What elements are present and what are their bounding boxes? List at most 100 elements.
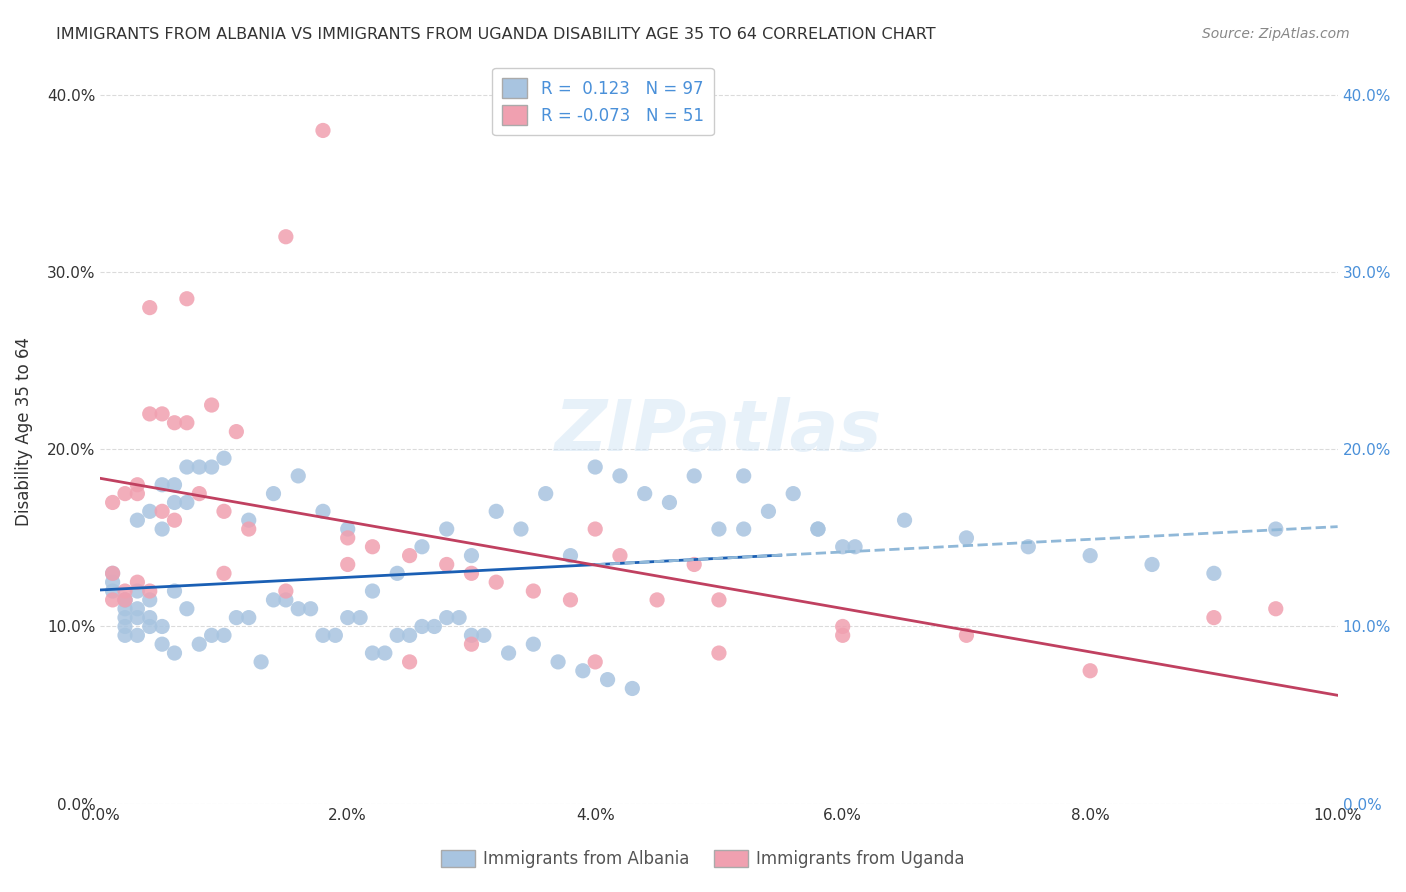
Point bbox=[127, 610, 149, 624]
Point bbox=[114, 486, 136, 500]
Point bbox=[101, 566, 124, 581]
Point bbox=[782, 486, 804, 500]
Point bbox=[609, 549, 631, 563]
Point bbox=[101, 575, 124, 590]
Point bbox=[583, 460, 606, 475]
Point bbox=[583, 522, 606, 536]
Point bbox=[449, 610, 471, 624]
Point bbox=[807, 522, 830, 536]
Point bbox=[225, 425, 247, 439]
Point bbox=[176, 460, 198, 475]
Point bbox=[299, 601, 322, 615]
Point bbox=[127, 575, 149, 590]
Point bbox=[361, 540, 384, 554]
Point bbox=[1140, 558, 1163, 572]
Point bbox=[127, 486, 149, 500]
Point bbox=[114, 584, 136, 599]
Point bbox=[238, 522, 260, 536]
Point bbox=[176, 292, 198, 306]
Point bbox=[1264, 522, 1286, 536]
Point bbox=[139, 610, 162, 624]
Point bbox=[460, 566, 482, 581]
Point bbox=[583, 655, 606, 669]
Point bbox=[498, 646, 520, 660]
Point bbox=[522, 637, 544, 651]
Point bbox=[1202, 566, 1225, 581]
Y-axis label: Disability Age 35 to 64: Disability Age 35 to 64 bbox=[15, 337, 32, 526]
Point bbox=[163, 416, 186, 430]
Point bbox=[436, 558, 458, 572]
Point bbox=[163, 495, 186, 509]
Point bbox=[485, 575, 508, 590]
Point bbox=[398, 628, 420, 642]
Point bbox=[127, 513, 149, 527]
Point bbox=[707, 522, 730, 536]
Point bbox=[163, 513, 186, 527]
Point bbox=[127, 584, 149, 599]
Point bbox=[150, 407, 173, 421]
Point bbox=[621, 681, 644, 696]
Point bbox=[374, 646, 396, 660]
Point bbox=[1078, 549, 1101, 563]
Point bbox=[263, 486, 285, 500]
Point bbox=[398, 549, 420, 563]
Point bbox=[411, 540, 433, 554]
Point bbox=[634, 486, 657, 500]
Point bbox=[683, 469, 706, 483]
Point bbox=[150, 522, 173, 536]
Point bbox=[238, 610, 260, 624]
Point bbox=[114, 593, 136, 607]
Point bbox=[560, 549, 582, 563]
Point bbox=[225, 610, 247, 624]
Point bbox=[485, 504, 508, 518]
Point bbox=[436, 610, 458, 624]
Point bbox=[460, 637, 482, 651]
Point bbox=[139, 619, 162, 633]
Point bbox=[1017, 540, 1039, 554]
Point bbox=[263, 593, 285, 607]
Point bbox=[114, 619, 136, 633]
Point bbox=[150, 637, 173, 651]
Point bbox=[176, 495, 198, 509]
Point bbox=[287, 601, 309, 615]
Point bbox=[325, 628, 347, 642]
Point bbox=[114, 601, 136, 615]
Point bbox=[807, 522, 830, 536]
Point bbox=[176, 601, 198, 615]
Point bbox=[250, 655, 273, 669]
Point bbox=[212, 566, 235, 581]
Point bbox=[361, 584, 384, 599]
Point bbox=[127, 601, 149, 615]
Point bbox=[955, 628, 977, 642]
Legend: R =  0.123   N = 97, R = -0.073   N = 51: R = 0.123 N = 97, R = -0.073 N = 51 bbox=[492, 68, 713, 136]
Point bbox=[336, 522, 359, 536]
Point bbox=[336, 531, 359, 545]
Point bbox=[101, 593, 124, 607]
Point bbox=[522, 584, 544, 599]
Point bbox=[560, 593, 582, 607]
Point bbox=[955, 531, 977, 545]
Point bbox=[312, 123, 335, 137]
Point bbox=[831, 628, 853, 642]
Point bbox=[274, 229, 297, 244]
Point bbox=[361, 646, 384, 660]
Point bbox=[423, 619, 446, 633]
Text: ZIPatlas: ZIPatlas bbox=[555, 397, 883, 467]
Point bbox=[139, 593, 162, 607]
Point bbox=[336, 558, 359, 572]
Point bbox=[460, 549, 482, 563]
Point bbox=[893, 513, 915, 527]
Point bbox=[336, 610, 359, 624]
Point bbox=[163, 646, 186, 660]
Point bbox=[274, 584, 297, 599]
Point bbox=[163, 584, 186, 599]
Point bbox=[436, 522, 458, 536]
Point bbox=[114, 610, 136, 624]
Point bbox=[460, 628, 482, 642]
Point bbox=[101, 566, 124, 581]
Point bbox=[287, 469, 309, 483]
Point bbox=[150, 477, 173, 491]
Point bbox=[683, 558, 706, 572]
Point bbox=[101, 495, 124, 509]
Point bbox=[1264, 601, 1286, 615]
